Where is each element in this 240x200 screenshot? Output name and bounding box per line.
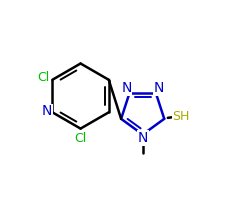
Text: N: N	[42, 104, 52, 118]
Text: N: N	[121, 81, 132, 95]
Text: Cl: Cl	[37, 71, 49, 84]
Text: SH: SH	[172, 110, 190, 123]
Text: N: N	[154, 81, 164, 95]
Text: N: N	[138, 131, 148, 145]
Text: Cl: Cl	[74, 132, 87, 145]
